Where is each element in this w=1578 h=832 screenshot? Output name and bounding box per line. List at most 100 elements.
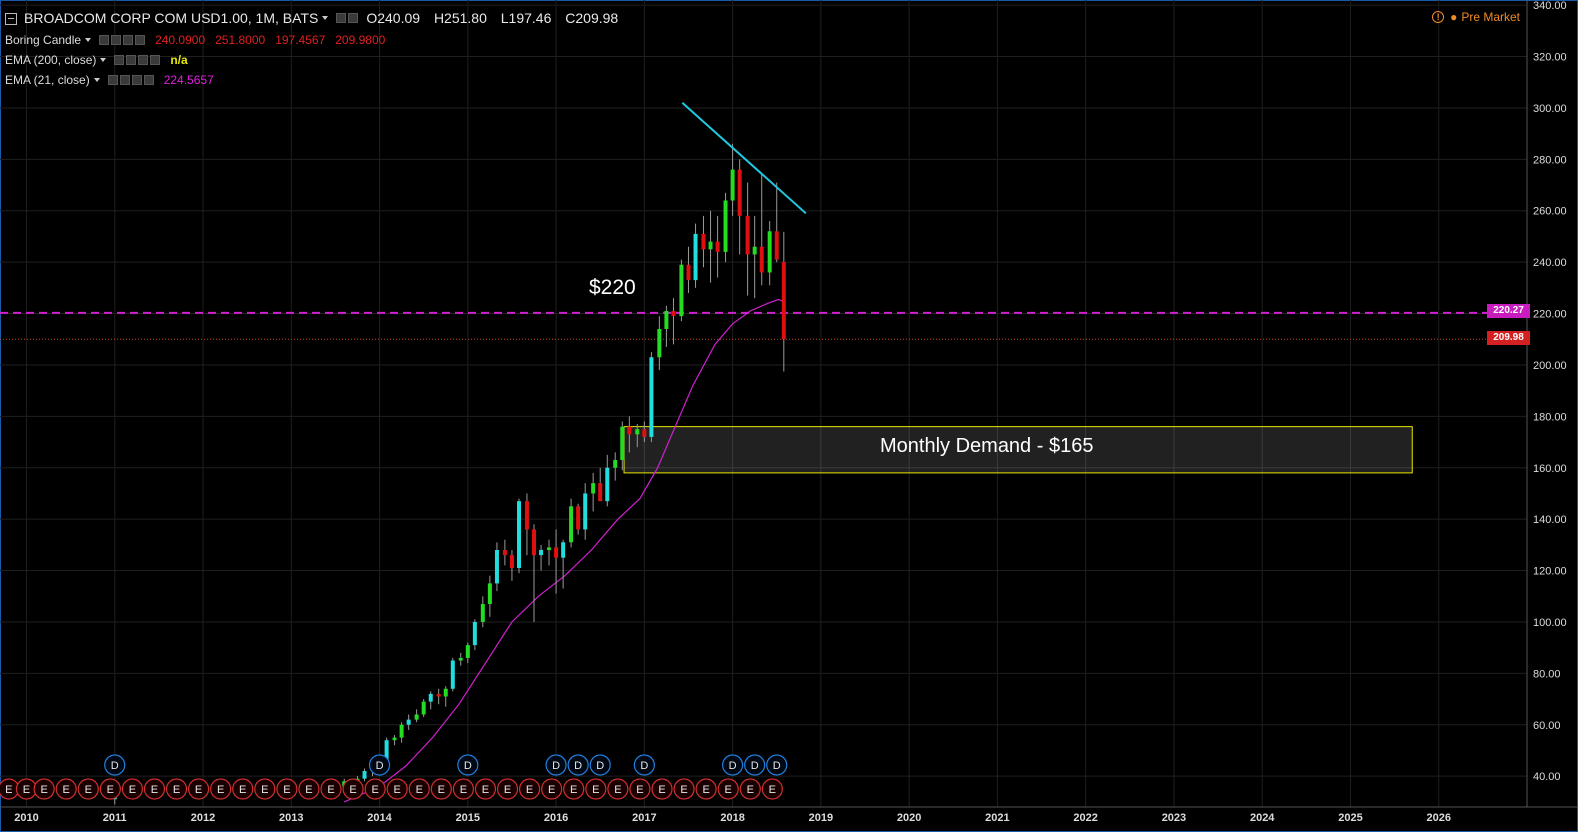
earnings-event-letter: E [394,784,401,796]
dividend-event-marker [744,754,766,776]
premarket-dot-icon: ● [1450,10,1458,24]
earnings-event-marker [276,778,298,800]
high-value: H251.80 [433,10,487,26]
x-tick-label: 2012 [191,812,215,824]
close-icon[interactable] [143,75,154,85]
dividend-event-marker [104,754,126,776]
earnings-event-letter: E [107,784,114,796]
candle-body [708,241,713,250]
earnings-event-letter: E [592,784,599,796]
indicator-values: 224.5657 [164,73,224,87]
candle-body [509,555,514,568]
chevron-down-icon[interactable] [100,58,107,62]
visibility-icon[interactable] [107,75,118,85]
candle-body [487,583,492,604]
earnings-event-marker [165,778,188,800]
candle-body [472,621,477,646]
earnings-event-letter: E [548,784,555,796]
gear-icon[interactable] [119,75,130,85]
lock-icon[interactable] [123,35,134,45]
y-tick-label: 40.00 [1533,771,1561,783]
candle-body [759,246,764,273]
candle-body [569,506,574,543]
visibility-icon[interactable] [114,55,125,65]
settings-icon[interactable] [336,13,347,23]
earnings-event-marker [761,778,783,800]
dividend-event-marker [368,754,391,776]
candle-body [671,310,676,317]
candle-body [561,542,566,558]
y-tick-label: 60.00 [1533,720,1561,732]
indicator-label[interactable]: EMA (21, close) [5,73,90,87]
gear-icon[interactable] [111,35,122,45]
ema21-line [343,298,785,803]
candle-body [781,261,786,340]
indicator-row-boring-candle: Boring Candle 240.0900 251.8000 197.4567 20… [5,33,395,47]
candle-body [414,714,419,720]
candle-body [723,200,728,252]
earnings-event-letter: E [438,784,445,796]
earnings-event-letter: E [416,784,423,796]
chevron-down-icon[interactable] [85,38,92,42]
earnings-event-letter: E [305,784,312,796]
candle-body [436,693,441,697]
y-tick-label: 200.00 [1533,360,1567,372]
x-tick-label: 2016 [544,812,568,824]
gear-icon[interactable] [126,55,137,65]
earnings-event-letter: E [680,784,687,796]
earnings-event-letter: E [40,784,47,796]
x-tick-label: 2013 [279,812,303,824]
x-tick-label: 2025 [1338,812,1362,824]
menu-square-icon[interactable] [5,13,17,25]
add-icon[interactable] [131,75,142,85]
close-icon[interactable] [150,55,161,65]
candle-body [591,483,596,494]
candle-body [428,693,433,702]
candle-body [384,740,389,761]
settings-icon-2[interactable] [348,13,359,23]
demand-zone-label: Monthly Demand - $165 [880,435,1094,457]
open-value: O240.09 [366,10,421,26]
chevron-down-icon[interactable] [93,78,100,82]
close-icon[interactable] [135,35,146,45]
x-tick-label: 2023 [1162,812,1186,824]
premarket-badge[interactable]: ! ● Pre Market [1432,10,1520,24]
indicator-value: 224.5657 [163,73,214,87]
x-tick-label: 2018 [720,812,744,824]
candle-body [517,501,522,568]
symbol-dropdown-caret-icon[interactable] [322,16,329,20]
indicator-value: n/a [170,53,188,67]
indicator-label[interactable]: Boring Candle [5,33,82,47]
candle-body [399,724,404,738]
candle-body [649,357,654,437]
candle-body [605,467,610,502]
earnings-event-marker [585,778,607,800]
x-tick-label: 2022 [1073,812,1097,824]
earnings-event-letter: E [658,784,665,796]
indicator-label[interactable]: EMA (200, close) [5,53,97,67]
x-tick-label: 2011 [103,812,127,824]
candle-body [679,264,684,317]
earnings-event-letter: E [614,784,621,796]
earnings-event-letter: E [769,784,776,796]
earnings-event-marker [55,778,77,800]
symbol-title[interactable]: BROADCOM CORP COM USD1.00, 1M, BATS [24,10,319,26]
earnings-event-letter: E [327,784,334,796]
earnings-event-letter: E [747,784,754,796]
dividend-event-letter: D [552,760,560,772]
candle-body [598,483,603,502]
candle-body [502,549,507,556]
add-icon[interactable] [138,55,149,65]
dividend-event-letter: D [111,760,119,772]
indicator-value: 209.9800 [335,33,386,47]
dividend-event-letter: D [751,760,759,772]
candle-body [767,231,772,273]
earnings-event-letter: E [460,784,467,796]
demand-zone [623,426,1413,474]
y-tick-label: 140.00 [1533,514,1567,526]
earnings-event-marker [452,778,474,800]
visibility-icon[interactable] [99,35,110,45]
dividend-event-marker [722,754,744,776]
dividend-event-letter: D [729,760,737,772]
